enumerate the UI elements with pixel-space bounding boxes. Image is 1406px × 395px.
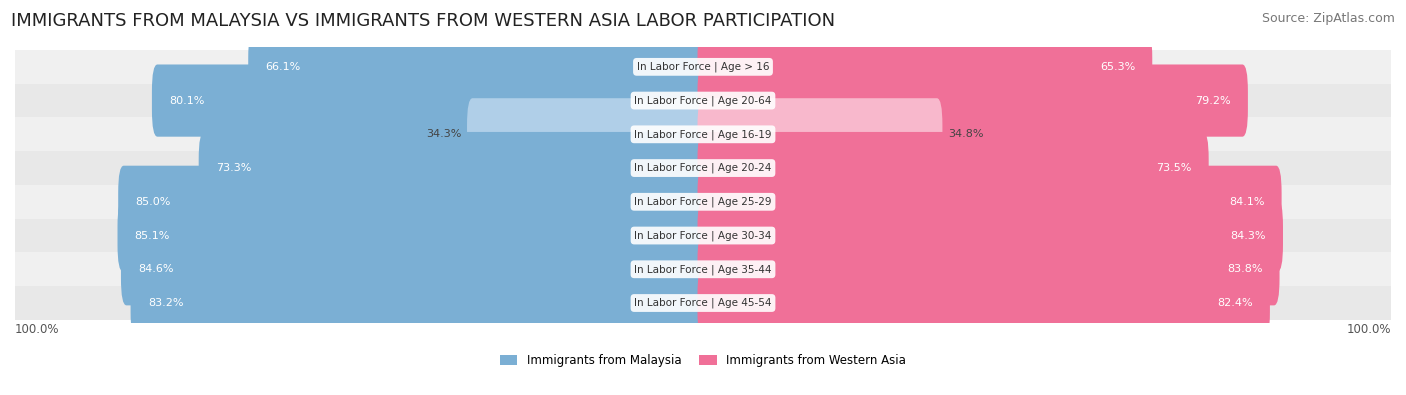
Legend: Immigrants from Malaysia, Immigrants from Western Asia: Immigrants from Malaysia, Immigrants fro…: [499, 354, 907, 367]
Text: 66.1%: 66.1%: [266, 62, 301, 72]
FancyBboxPatch shape: [131, 267, 709, 339]
Text: 83.2%: 83.2%: [148, 298, 183, 308]
Text: In Labor Force | Age 30-34: In Labor Force | Age 30-34: [634, 230, 772, 241]
Bar: [15, 151, 1391, 185]
FancyBboxPatch shape: [697, 132, 1209, 204]
Bar: [15, 84, 1391, 117]
Text: IMMIGRANTS FROM MALAYSIA VS IMMIGRANTS FROM WESTERN ASIA LABOR PARTICIPATION: IMMIGRANTS FROM MALAYSIA VS IMMIGRANTS F…: [11, 12, 835, 30]
Bar: [15, 252, 1391, 286]
Text: 84.3%: 84.3%: [1230, 231, 1265, 241]
Text: 85.1%: 85.1%: [135, 231, 170, 241]
Text: 85.0%: 85.0%: [135, 197, 170, 207]
FancyBboxPatch shape: [697, 166, 1282, 238]
Text: In Labor Force | Age 25-29: In Labor Force | Age 25-29: [634, 197, 772, 207]
Bar: [15, 50, 1391, 84]
FancyBboxPatch shape: [118, 166, 709, 238]
Text: 100.0%: 100.0%: [1347, 323, 1391, 336]
Text: 65.3%: 65.3%: [1099, 62, 1135, 72]
Text: 79.2%: 79.2%: [1195, 96, 1230, 105]
FancyBboxPatch shape: [118, 199, 709, 272]
FancyBboxPatch shape: [697, 267, 1270, 339]
FancyBboxPatch shape: [697, 98, 942, 170]
Text: 73.5%: 73.5%: [1156, 163, 1191, 173]
Text: 82.4%: 82.4%: [1218, 298, 1253, 308]
Text: 80.1%: 80.1%: [169, 96, 204, 105]
Text: In Labor Force | Age 20-64: In Labor Force | Age 20-64: [634, 95, 772, 106]
Text: In Labor Force | Age 16-19: In Labor Force | Age 16-19: [634, 129, 772, 139]
Text: In Labor Force | Age 35-44: In Labor Force | Age 35-44: [634, 264, 772, 275]
FancyBboxPatch shape: [152, 64, 709, 137]
FancyBboxPatch shape: [121, 233, 709, 305]
Bar: [15, 286, 1391, 320]
Text: 73.3%: 73.3%: [217, 163, 252, 173]
Text: In Labor Force | Age > 16: In Labor Force | Age > 16: [637, 62, 769, 72]
Text: In Labor Force | Age 45-54: In Labor Force | Age 45-54: [634, 298, 772, 308]
FancyBboxPatch shape: [697, 199, 1284, 272]
Text: 84.1%: 84.1%: [1229, 197, 1264, 207]
FancyBboxPatch shape: [198, 132, 709, 204]
FancyBboxPatch shape: [697, 233, 1279, 305]
Text: 83.8%: 83.8%: [1227, 264, 1263, 274]
Text: In Labor Force | Age 20-24: In Labor Force | Age 20-24: [634, 163, 772, 173]
Text: 34.3%: 34.3%: [426, 129, 461, 139]
Text: Source: ZipAtlas.com: Source: ZipAtlas.com: [1261, 12, 1395, 25]
FancyBboxPatch shape: [249, 31, 709, 103]
Text: 34.8%: 34.8%: [948, 129, 983, 139]
Bar: [15, 117, 1391, 151]
Bar: [15, 219, 1391, 252]
FancyBboxPatch shape: [697, 64, 1249, 137]
Text: 100.0%: 100.0%: [15, 323, 59, 336]
Bar: [15, 185, 1391, 219]
Text: 84.6%: 84.6%: [138, 264, 174, 274]
FancyBboxPatch shape: [467, 98, 709, 170]
FancyBboxPatch shape: [697, 31, 1153, 103]
